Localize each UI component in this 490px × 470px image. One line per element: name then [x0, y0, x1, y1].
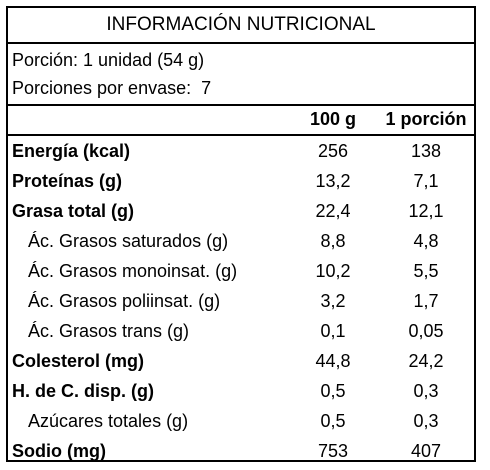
value-100g: 44,8 — [315, 351, 351, 371]
value-100g: 22,4 — [315, 201, 351, 221]
value-100g: 13,2 — [315, 171, 351, 191]
row-trans-fat: Ác. Grasos trans (g) 0,1 0,05 — [8, 316, 474, 346]
nutrient-name: Sodio (mg) — [12, 441, 106, 461]
column-header-100g: 100 g — [309, 109, 357, 129]
nutrient-name: Grasa total (g) — [12, 201, 135, 221]
nutrient-name: H. de C. disp. (g) — [12, 381, 154, 401]
nutrition-facts-table: INFORMACIÓN NUTRICIONAL Porción: 1 unida… — [6, 6, 476, 462]
value-100g: 0,1 — [320, 321, 346, 341]
value-portion: 138 — [410, 141, 442, 161]
column-header-row: 100 g 1 porción — [8, 104, 474, 136]
table-title: INFORMACIÓN NUTRICIONAL — [8, 8, 474, 44]
serving-info: Porción: 1 unidad (54 g) Porciones por e… — [8, 42, 474, 106]
value-portion: 12,1 — [408, 201, 444, 221]
nutrient-name: Proteínas (g) — [12, 171, 123, 191]
nutrient-name: Ác. Grasos saturados (g) — [28, 231, 229, 251]
row-polyunsaturated-fat: Ác. Grasos poliinsat. (g) 3,2 1,7 — [8, 286, 474, 316]
value-portion: 4,8 — [413, 231, 439, 251]
value-100g: 256 — [317, 141, 349, 161]
nutrient-name: Azúcares totales (g) — [28, 411, 189, 431]
nutrient-name: Energía (kcal) — [12, 141, 131, 161]
value-100g: 8,8 — [320, 231, 346, 251]
nutrient-name: Colesterol (mg) — [12, 351, 145, 371]
row-saturated-fat: Ác. Grasos saturados (g) 8,8 4,8 — [8, 226, 474, 256]
value-portion: 407 — [410, 441, 442, 461]
nutrient-name: Ác. Grasos trans (g) — [28, 321, 190, 341]
value-100g: 0,5 — [320, 381, 346, 401]
nutrient-name: Ác. Grasos poliinsat. (g) — [28, 291, 221, 311]
value-portion: 24,2 — [408, 351, 444, 371]
row-energy: Energía (kcal) 256 138 — [8, 136, 474, 166]
row-total-sugars: Azúcares totales (g) 0,5 0,3 — [8, 406, 474, 436]
nutrient-name: Ác. Grasos monoinsat. (g) — [28, 261, 238, 281]
row-protein: Proteínas (g) 13,2 7,1 — [8, 166, 474, 196]
value-100g: 753 — [317, 441, 349, 461]
row-total-fat: Grasa total (g) 22,4 12,1 — [8, 196, 474, 226]
row-monounsaturated-fat: Ác. Grasos monoinsat. (g) 10,2 5,5 — [8, 256, 474, 286]
value-portion: 0,3 — [413, 381, 439, 401]
row-carbohydrates: H. de C. disp. (g) 0,5 0,3 — [8, 376, 474, 406]
column-header-portion: 1 porción — [385, 109, 467, 129]
value-portion: 7,1 — [413, 171, 439, 191]
portion-size: Porción: 1 unidad (54 g) — [12, 50, 205, 70]
value-portion: 5,5 — [413, 261, 439, 281]
row-sodium: Sodio (mg) 753 407 — [8, 436, 474, 466]
value-portion: 1,7 — [413, 291, 439, 311]
value-portion: 0,3 — [413, 411, 439, 431]
portions-per-package: Porciones por envase: 7 — [12, 78, 212, 98]
value-portion: 0,05 — [408, 321, 444, 341]
value-100g: 3,2 — [320, 291, 346, 311]
value-100g: 0,5 — [320, 411, 346, 431]
value-100g: 10,2 — [315, 261, 351, 281]
row-cholesterol: Colesterol (mg) 44,8 24,2 — [8, 346, 474, 376]
